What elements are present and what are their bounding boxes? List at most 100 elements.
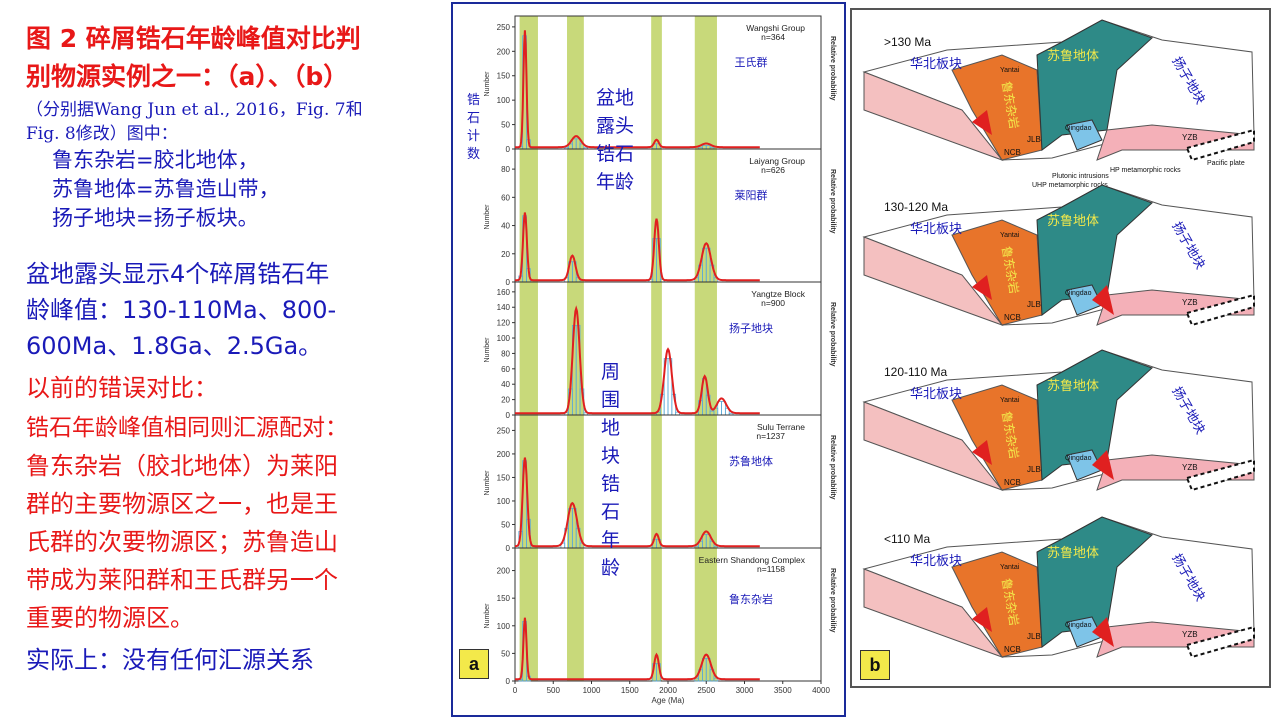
qingdao-label: Qingdao (1065, 622, 1092, 629)
block-age-label: >130 Ma (884, 35, 931, 49)
kde-curve (515, 212, 760, 282)
y-tick-label: 60 (501, 193, 510, 202)
basin-line-1: 盆地露头显示4个碎屑锆石年 (26, 260, 330, 288)
panel-name: Laiyang Group (749, 156, 805, 166)
y-axis-label: Number (484, 470, 491, 496)
definition-3: 扬子地块=扬子板块。 (52, 206, 259, 230)
jlb-label: JLB (1027, 632, 1041, 641)
y-tick-label: 0 (506, 677, 511, 686)
red-line-3: 群的主要物源区之一，也是王 (26, 490, 338, 518)
panel-b-block-diagrams: >130 Ma 华北板块 苏鲁地体 扬子地块 鲁东杂岩 Yantai Qingdao NCB J… (850, 8, 1271, 688)
zircon-count-label: 石 (467, 110, 480, 125)
y-tick-label: 150 (497, 594, 511, 603)
left-text-column: 图 2 碎屑锆石年龄峰值对比判 别物源实例之一：（a）、（b） （分别据Wang… (0, 0, 450, 720)
ncb-cn-label: 华北板块 (910, 221, 962, 236)
sulu-cn-label: 苏鲁地体 (1047, 545, 1099, 560)
subduction-trench (1185, 128, 1255, 162)
peak-band (567, 16, 584, 681)
subduction-trench (1185, 625, 1255, 659)
panel-cn-label: 王氏群 (735, 55, 768, 69)
y-tick-label: 150 (497, 72, 511, 81)
basin-line-2: 龄峰值：130-110Ma、800- (26, 296, 337, 324)
definition-1: 鲁东杂岩=胶北地体， (52, 148, 259, 172)
y-tick-label: 0 (506, 544, 511, 553)
panel-count: n=1237 (756, 431, 785, 441)
yzb-label: YZB (1182, 133, 1198, 142)
kde-curve (515, 305, 760, 415)
right-axis-label: Relative probability (829, 169, 836, 234)
sulu-cn-label: 苏鲁地体 (1047, 378, 1099, 393)
qingdao-label: Qingdao (1065, 125, 1092, 132)
right-axis-label: Relative probability (829, 568, 836, 633)
peak-band (519, 16, 538, 681)
histogram-panel: 0 50 100 150 200 250 Number Relative probabilit… (484, 15, 836, 154)
x-tick-label: 3500 (774, 686, 792, 695)
ncb-label: NCB (1004, 148, 1021, 157)
x-axis-label: Age (Ma) (652, 696, 685, 705)
yzb-label: YZB (1182, 630, 1198, 639)
zircon-count-label: 锆 (467, 92, 480, 107)
basin-line-3: 600Ma、1.8Ga、2.5Ga。 (26, 332, 323, 360)
jlb-label: JLB (1027, 465, 1041, 474)
jlb-label: JLB (1027, 135, 1041, 144)
surrounding-block-annotation: 锆 (601, 473, 620, 495)
sulu-terrane (1036, 349, 1153, 481)
y-tick-label: 40 (501, 222, 510, 231)
previous-comparison-heading: 以前的错误对比： (26, 374, 218, 402)
ncb-cn-label: 华北板块 (910, 56, 962, 71)
y-tick-label: 150 (497, 473, 511, 482)
y-tick-label: 100 (497, 497, 511, 506)
y-tick-label: 120 (497, 319, 511, 328)
sulu-terrane (1036, 184, 1153, 316)
x-tick-label: 4000 (812, 686, 830, 695)
y-tick-label: 20 (501, 250, 510, 259)
x-tick-label: 1000 (583, 686, 601, 695)
panel-cn-label: 苏鲁地体 (729, 454, 773, 468)
panel-cn-label: 扬子地块 (729, 321, 773, 335)
qingdao-label: Qingdao (1065, 455, 1092, 462)
panel-count: n=900 (761, 298, 785, 308)
kde-curve (515, 457, 760, 548)
histogram-panel: 0 20 40 60 80 Number Relative probability Laiya… (484, 148, 836, 287)
y-tick-label: 140 (497, 303, 511, 312)
plutonic-intrusion (1092, 285, 1114, 315)
figure-title: 图 2 碎屑锆石年龄峰值对比判 别物源实例之一：（a）、（b） (26, 24, 361, 91)
basin-annotation: 盆地 (596, 87, 634, 109)
pacific-plate-label: Pacific plate (1207, 160, 1245, 167)
plutonic-intrusion (1092, 450, 1114, 480)
y-tick-label: 100 (497, 334, 511, 343)
ncb-cn-label: 华北板块 (910, 386, 962, 401)
panel-name: Eastern Shandong Complex (699, 555, 806, 565)
y-tick-label: 0 (506, 278, 511, 287)
y-tick-label: 50 (501, 649, 510, 658)
y-tick-label: 200 (497, 450, 511, 459)
y-tick-label: 40 (501, 380, 510, 389)
y-tick-label: 200 (497, 47, 511, 56)
ncb-label: NCB (1004, 478, 1021, 487)
red-line-6: 重要的物源区。 (26, 604, 194, 632)
red-line-2: 鲁东杂岩（胶北地体）为莱阳 (26, 452, 338, 480)
reference-line-2: Fig. 8修改）图中： (26, 124, 178, 144)
sulu-terrane (1036, 19, 1153, 151)
plutonic-intrusion (972, 275, 992, 300)
y-tick-label: 200 (497, 567, 511, 576)
plutonic-label: Plutonic intrusions (1052, 173, 1109, 180)
yzb-slab (1096, 124, 1255, 161)
x-tick-label: 2000 (659, 686, 677, 695)
jlb-label: JLB (1027, 300, 1041, 309)
peak-band (694, 16, 717, 681)
y-tick-label: 250 (497, 426, 511, 435)
y-axis-label: Number (484, 204, 491, 230)
ncb-cn-label: 华北板块 (910, 553, 962, 568)
peak-band (651, 16, 662, 681)
red-line-1: 锆石年龄峰值相同则汇源配对： (26, 415, 348, 441)
sulu-cn-label: 苏鲁地体 (1047, 48, 1099, 63)
reference-line-1: （分别据Wang Jun et al., 2016，Fig. 7和 (26, 100, 363, 120)
sulu-cn-label: 苏鲁地体 (1047, 213, 1099, 228)
y-axis-label: Number (484, 71, 491, 97)
